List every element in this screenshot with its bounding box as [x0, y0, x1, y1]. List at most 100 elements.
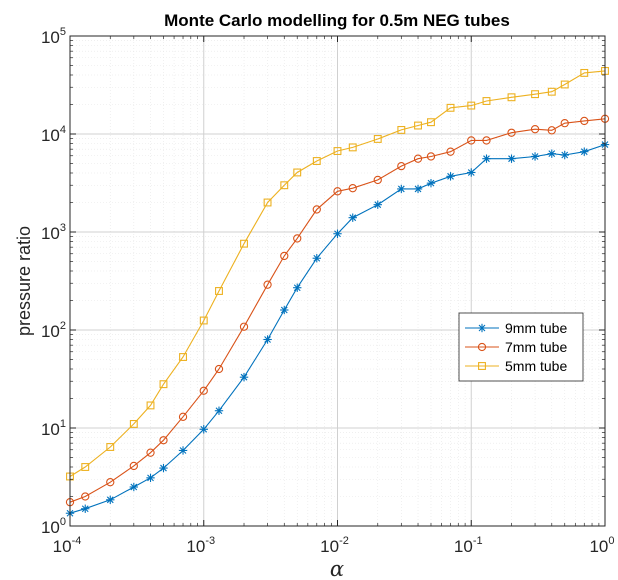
- data-point: [106, 495, 115, 505]
- data-point: [397, 184, 406, 194]
- x-axis-label: α: [330, 557, 344, 580]
- y-tick-exponent: 0: [60, 516, 66, 528]
- data-point: [397, 161, 406, 171]
- legend-marker: [478, 362, 486, 370]
- data-point: [159, 380, 168, 389]
- marker-stroke: [427, 179, 435, 187]
- data-point: [348, 213, 357, 222]
- data-point: [199, 386, 208, 395]
- data-point: [530, 125, 540, 134]
- data-point: [467, 101, 476, 110]
- data-point: [482, 154, 491, 163]
- marker-stroke: [200, 425, 208, 433]
- data-point: [146, 401, 155, 410]
- x-tick-labels: 10-4 10-3 10-2 10-1 100: [53, 535, 615, 556]
- legend-label: 7mm tube: [505, 339, 567, 355]
- marker-stroke: [397, 185, 405, 193]
- data-point: [413, 184, 423, 194]
- x-tick-exponent: -4: [72, 535, 82, 547]
- legend-marker: [477, 323, 487, 333]
- data-point: [106, 478, 115, 487]
- x-tick-label: 10-2: [320, 535, 349, 556]
- data-point: [373, 175, 382, 185]
- data-point: [280, 305, 289, 315]
- data-point: [159, 436, 168, 445]
- marker-stroke: [531, 153, 539, 160]
- data-point: [293, 234, 302, 243]
- data-point: [178, 412, 188, 421]
- marker-stroke: [561, 151, 569, 159]
- series-line: [69, 118, 606, 503]
- y-tick-exponent: 3: [60, 222, 66, 234]
- series-1: [65, 140, 610, 518]
- y-tick-label: 102: [41, 320, 66, 341]
- marker-stroke: [130, 483, 138, 491]
- data-point: [239, 372, 249, 382]
- marker-stroke: [580, 148, 588, 156]
- marker-stroke: [349, 214, 357, 222]
- y-tick-base: 10: [41, 518, 60, 537]
- data-point: [214, 406, 224, 415]
- x-tick-exponent: -1: [473, 535, 483, 547]
- data-point: [263, 335, 272, 344]
- series-3: [66, 66, 609, 481]
- data-point: [373, 200, 382, 209]
- data-point: [81, 463, 90, 471]
- marker-stroke: [313, 254, 321, 262]
- y-tick-label: 105: [41, 26, 66, 47]
- data-point: [580, 147, 589, 156]
- marker-stroke: [467, 169, 475, 176]
- data-point: [333, 229, 342, 238]
- legend: 9mm tube 7mm tube 5mm tube: [458, 312, 584, 382]
- data-point: [348, 184, 357, 193]
- chart-title: Monte Carlo modelling for 0.5m NEG tubes: [164, 11, 510, 30]
- data-point: [129, 482, 139, 492]
- data-point: [547, 87, 556, 96]
- data-point: [312, 157, 321, 165]
- x-tick-base: 10: [53, 537, 72, 556]
- data-point: [333, 147, 342, 155]
- x-tick-base: 10: [186, 537, 205, 556]
- x-tick-base: 10: [320, 537, 339, 556]
- y-tick-base: 10: [41, 420, 60, 439]
- x-tick-exponent: -2: [339, 535, 349, 547]
- data-point: [333, 187, 342, 196]
- y-tick-base: 10: [41, 28, 60, 47]
- marker-stroke: [334, 230, 341, 238]
- data-point: [348, 143, 357, 152]
- marker-stroke: [280, 306, 288, 314]
- legend-label: 9mm tube: [505, 320, 567, 336]
- marker-stroke: [508, 155, 515, 163]
- data-point: [312, 254, 321, 263]
- y-tick-label: 104: [41, 124, 66, 145]
- marker-stroke: [147, 474, 154, 482]
- y-tick-exponent: 1: [60, 418, 66, 430]
- marker-stroke: [106, 496, 114, 504]
- data-point: [467, 136, 476, 145]
- data-point: [580, 116, 589, 126]
- marker-stroke: [215, 407, 223, 415]
- data-point: [580, 68, 589, 77]
- data-point: [560, 150, 569, 160]
- x-tick-label: 10-4: [53, 535, 82, 556]
- data-point: [426, 152, 436, 161]
- data-point: [426, 178, 436, 188]
- data-point: [482, 97, 491, 105]
- marker-stroke: [478, 324, 486, 332]
- x-tick-base: 10: [454, 537, 473, 556]
- marker-stroke: [447, 172, 454, 180]
- data-point: [413, 154, 423, 163]
- data-point: [106, 443, 115, 451]
- data-point: [240, 239, 248, 248]
- data-point: [446, 147, 455, 156]
- data-point: [547, 149, 556, 158]
- tick-marks: [69, 35, 606, 527]
- data-point: [414, 121, 422, 130]
- y-tick-label: 100: [41, 516, 66, 537]
- data-point: [178, 446, 188, 455]
- x-tick-exponent: 0: [608, 535, 614, 547]
- data-point: [560, 80, 569, 89]
- y-tick-exponent: 5: [60, 26, 66, 38]
- y-tick-exponent: 2: [60, 320, 66, 332]
